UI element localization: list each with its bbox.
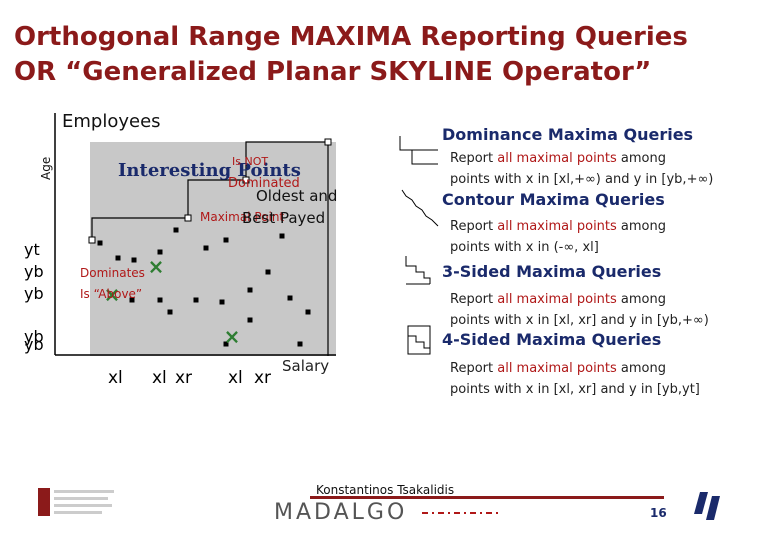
data-point: [247, 287, 253, 293]
y-label-yb: yb: [24, 335, 44, 354]
three-sided-heading: 3-Sided Maxima Queries: [442, 262, 662, 281]
data-point: [279, 233, 285, 239]
data-point: [247, 317, 253, 323]
data-point: [97, 240, 103, 246]
best-payed-label: Best Payed: [242, 209, 326, 227]
four-sided-heading: 4-Sided Maxima Queries: [442, 330, 662, 349]
data-point: [219, 299, 225, 305]
oldest-and-label: Oldest and: [256, 187, 338, 205]
footer-rule: [310, 496, 664, 499]
y-label-yb: yb: [24, 262, 44, 281]
dominates-label: Dominates: [80, 266, 145, 280]
skyline-staircase: [91, 141, 329, 356]
x-label-xr: xr: [254, 368, 272, 388]
cross-mark: ×: [104, 283, 121, 307]
query-icons: [399, 136, 439, 355]
data-point: [265, 269, 271, 275]
cross-mark: ×: [148, 255, 165, 279]
age-axis-label: Age: [39, 156, 53, 180]
dominance-desc: Report all maximal points among points w…: [450, 151, 714, 187]
data-point: [129, 297, 135, 303]
dominated-label: Dominated: [228, 176, 300, 191]
author-name: Konstantinos Tsakalidis: [316, 483, 455, 497]
four-sided-desc: Report all maximal points among points w…: [450, 361, 700, 397]
cross-mark: ×: [224, 325, 241, 349]
is-above-label: Is “Above”: [80, 287, 143, 301]
university-logo-icon: [694, 492, 720, 520]
three-sided-icon: [405, 256, 431, 284]
dominance-heading: Dominance Maxima Queries: [442, 125, 694, 144]
x-label-xl: xl: [108, 368, 123, 388]
three-sided-desc: Report all maximal points among points w…: [450, 292, 709, 328]
four-sided-icon: [407, 328, 431, 354]
madalgo-dash-decoration: [422, 512, 500, 514]
interesting-points-label: Interesting Points: [118, 160, 301, 181]
maximal-point: [242, 176, 250, 184]
contour-icon: [401, 189, 439, 227]
data-point: [167, 309, 173, 315]
data-point: [223, 341, 229, 347]
plot-area: [90, 142, 336, 356]
maximal-points: [88, 138, 332, 244]
x-label-xl: xl: [228, 368, 243, 388]
maximal-point: [88, 236, 96, 244]
query-cross-marks: × × ×: [104, 255, 241, 349]
x-label-xl: xl: [152, 368, 167, 388]
page-number: 16: [650, 506, 667, 520]
data-point: [115, 255, 121, 261]
data-point: [157, 297, 163, 303]
y-label-yb: yb: [24, 327, 44, 346]
data-point: [203, 245, 209, 251]
data-point: [223, 237, 229, 243]
maximal-point-label: Maximal Point: [200, 210, 285, 224]
slide-title: Orthogonal Range MAXIMA Reporting Querie…: [14, 20, 688, 90]
data-point: [193, 297, 199, 303]
maximal-point: [324, 138, 332, 146]
title-line-2: OR “Generalized Planar SKYLINE Operator”: [14, 57, 652, 87]
madalgo-logo: MADALGO: [274, 500, 408, 525]
foundation-logo: [38, 488, 114, 516]
contour-heading: Contour Maxima Queries: [442, 190, 665, 209]
data-point: [131, 257, 137, 263]
y-label-yt: yt: [24, 240, 40, 259]
contour-desc: Report all maximal points among points w…: [450, 219, 667, 255]
data-point: [173, 227, 179, 233]
title-line-1: Orthogonal Range MAXIMA Reporting Querie…: [14, 22, 688, 52]
y-label-yb: yb: [24, 284, 44, 303]
data-points: [97, 227, 311, 347]
data-point: [297, 341, 303, 347]
is-not-label: Is NOT: [232, 155, 269, 168]
salary-axis-label: Salary: [282, 357, 330, 375]
data-point: [305, 309, 311, 315]
employees-label: Employees: [62, 111, 161, 132]
maximal-point: [184, 214, 192, 222]
data-point: [157, 249, 163, 255]
x-label-xr: xr: [175, 368, 193, 388]
data-point: [287, 295, 293, 301]
